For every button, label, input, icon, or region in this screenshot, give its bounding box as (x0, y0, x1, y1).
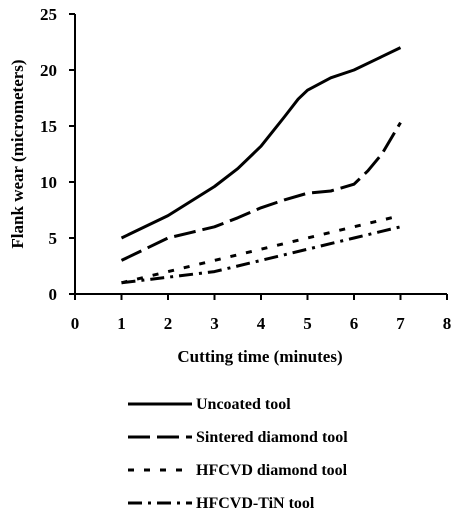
series-line-hfcvd-tin-tool (121, 225, 401, 285)
y-tick-label: 0 (49, 285, 58, 304)
x-tick-label: 5 (303, 314, 312, 333)
plot-area: 0 5 10 15 20 25 0 1 2 3 4 5 6 7 8 (40, 5, 451, 333)
series-line-sintered-diamond-tool (120, 121, 402, 262)
y-axis-ticks: 0 5 10 15 20 25 (40, 5, 75, 304)
legend-label-hfcvd-diamond-tool: HFCVD diamond tool (196, 462, 348, 479)
legend-label-hfcvd-tin-tool: HFCVD-TiN tool (196, 495, 315, 512)
x-tick-label: 4 (257, 314, 266, 333)
x-tick-label: 2 (164, 314, 173, 333)
x-axis-title: Cutting time (minutes) (177, 347, 342, 366)
series-line-hfcvd-diamond-tool (121, 214, 401, 285)
legend-label-uncoated-tool: Uncoated tool (196, 396, 291, 413)
x-tick-label: 7 (396, 314, 405, 333)
x-tick-label: 8 (443, 314, 452, 333)
series-group (120, 46, 402, 285)
y-tick-label: 10 (40, 173, 57, 192)
y-tick-label: 5 (49, 229, 58, 248)
legend-label-sintered-diamond-tool: Sintered diamond tool (196, 429, 348, 446)
x-tick-label: 3 (210, 314, 219, 333)
y-tick-label: 15 (40, 117, 57, 136)
y-tick-label: 25 (40, 5, 57, 24)
x-axis-ticks: 0 1 2 3 4 5 6 7 8 (71, 294, 452, 333)
legend: Uncoated tool Sintered diamond tool HFCVD … (128, 396, 348, 512)
x-tick-label: 1 (117, 314, 126, 333)
y-tick-label: 20 (40, 61, 57, 80)
series-line-uncoated-tool (120, 46, 402, 240)
y-axis-title: Flank wear (micrometers) (8, 59, 27, 248)
x-tick-label: 0 (71, 314, 80, 333)
x-tick-label: 6 (350, 314, 359, 333)
